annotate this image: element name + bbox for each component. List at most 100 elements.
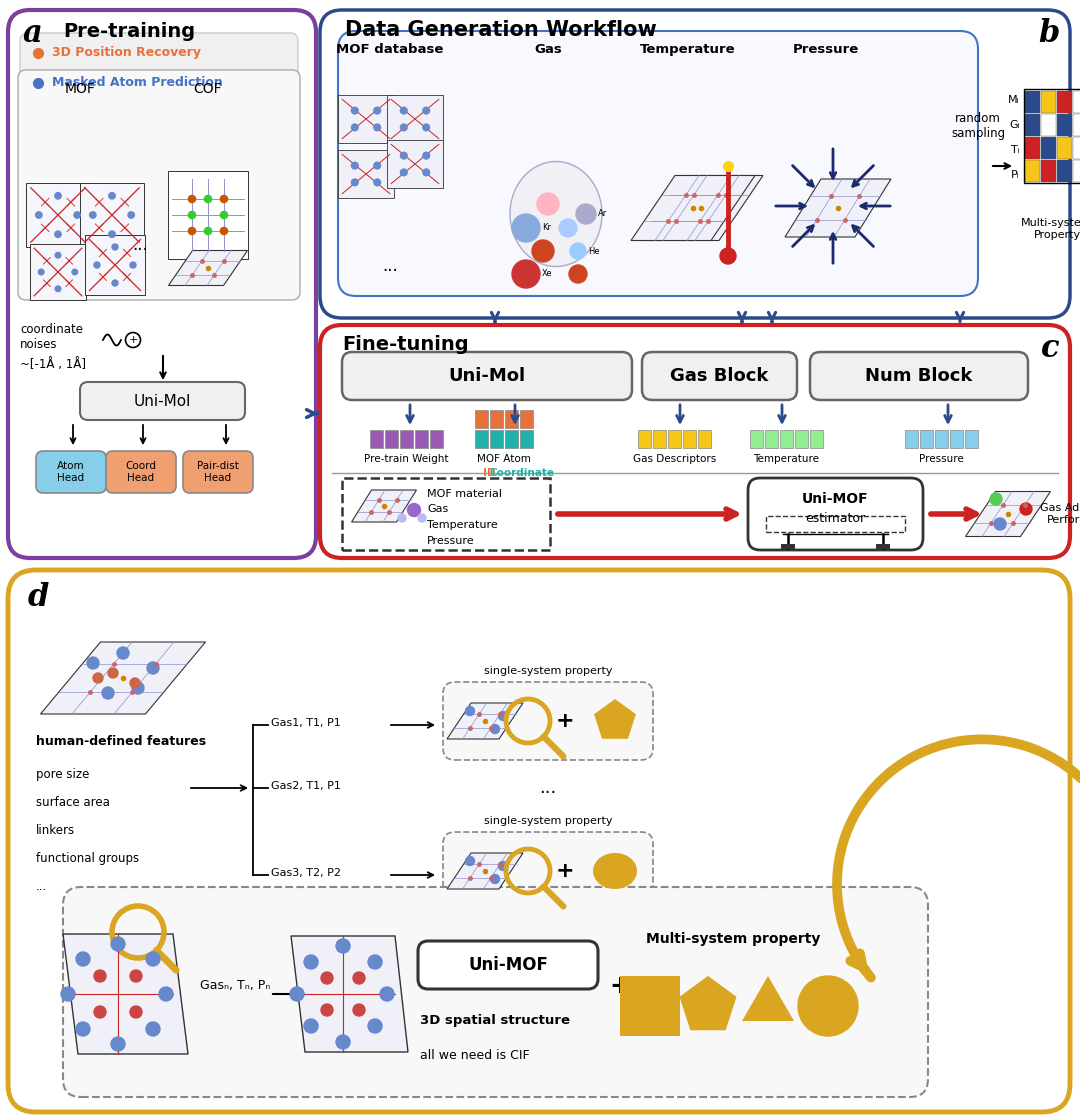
Text: Gᵢ: Gᵢ bbox=[1010, 120, 1020, 130]
Circle shape bbox=[94, 262, 100, 268]
Circle shape bbox=[374, 162, 380, 169]
Text: Multi-system
Property: Multi-system Property bbox=[1022, 218, 1080, 240]
Text: 3D spatial structure: 3D spatial structure bbox=[420, 1014, 570, 1027]
Text: 3D Position Recovery: 3D Position Recovery bbox=[52, 47, 201, 59]
Bar bbox=[810, 430, 823, 448]
Circle shape bbox=[39, 269, 44, 274]
Circle shape bbox=[55, 286, 60, 291]
Bar bbox=[505, 410, 518, 428]
Bar bbox=[415, 430, 428, 448]
Text: MOF: MOF bbox=[65, 82, 95, 96]
Circle shape bbox=[90, 212, 96, 218]
Bar bbox=[338, 150, 394, 198]
Bar bbox=[338, 95, 394, 142]
Text: Xe: Xe bbox=[542, 270, 553, 279]
FancyBboxPatch shape bbox=[338, 31, 978, 296]
Text: a: a bbox=[23, 18, 43, 49]
Polygon shape bbox=[291, 936, 408, 1052]
Circle shape bbox=[55, 252, 60, 258]
Text: pore size: pore size bbox=[36, 768, 90, 781]
Bar bbox=[387, 140, 443, 188]
Bar bbox=[1074, 137, 1080, 159]
Ellipse shape bbox=[510, 161, 602, 267]
Circle shape bbox=[75, 212, 80, 218]
Circle shape bbox=[204, 227, 212, 234]
Circle shape bbox=[490, 725, 499, 734]
Circle shape bbox=[570, 243, 586, 259]
FancyBboxPatch shape bbox=[443, 832, 653, 909]
Bar bbox=[505, 430, 518, 448]
Bar bbox=[1057, 160, 1072, 181]
Text: +: + bbox=[556, 711, 575, 731]
Bar bbox=[430, 430, 443, 448]
Bar bbox=[1041, 137, 1056, 159]
Bar bbox=[168, 171, 248, 259]
Circle shape bbox=[368, 1019, 382, 1033]
Text: single-system property: single-system property bbox=[484, 666, 612, 676]
FancyBboxPatch shape bbox=[36, 451, 106, 493]
Circle shape bbox=[374, 124, 380, 131]
Circle shape bbox=[353, 1004, 365, 1016]
Text: He: He bbox=[588, 246, 599, 255]
Circle shape bbox=[102, 687, 114, 699]
Circle shape bbox=[401, 124, 407, 131]
Circle shape bbox=[109, 193, 116, 199]
Circle shape bbox=[36, 212, 42, 218]
Circle shape bbox=[559, 220, 577, 237]
Bar bbox=[400, 430, 413, 448]
Text: Atom
Head: Atom Head bbox=[57, 461, 85, 483]
Circle shape bbox=[76, 952, 90, 965]
Circle shape bbox=[111, 937, 125, 951]
Text: human-defined features: human-defined features bbox=[36, 735, 206, 748]
Circle shape bbox=[55, 231, 62, 237]
Circle shape bbox=[353, 972, 365, 984]
Text: ...: ... bbox=[539, 780, 556, 797]
Bar bbox=[342, 478, 550, 550]
Circle shape bbox=[291, 987, 303, 1001]
Circle shape bbox=[72, 269, 78, 274]
Bar bbox=[1074, 114, 1080, 136]
Bar bbox=[30, 244, 86, 300]
Polygon shape bbox=[351, 489, 417, 522]
Text: Mᵢ: Mᵢ bbox=[1009, 95, 1020, 105]
Bar bbox=[85, 235, 145, 295]
Circle shape bbox=[380, 987, 394, 1001]
Bar bbox=[1074, 160, 1080, 181]
FancyBboxPatch shape bbox=[342, 352, 632, 400]
Bar bbox=[384, 430, 399, 448]
FancyBboxPatch shape bbox=[21, 32, 298, 105]
Circle shape bbox=[532, 240, 554, 262]
Text: Pᵢ: Pᵢ bbox=[1011, 170, 1020, 180]
Polygon shape bbox=[447, 853, 523, 889]
Text: Pressure: Pressure bbox=[793, 43, 859, 56]
Polygon shape bbox=[742, 976, 794, 1021]
FancyBboxPatch shape bbox=[418, 941, 598, 989]
Text: ...: ... bbox=[132, 236, 148, 254]
Circle shape bbox=[146, 1021, 160, 1036]
Circle shape bbox=[399, 514, 406, 522]
Text: d: d bbox=[28, 582, 50, 613]
Text: Gas: Gas bbox=[535, 43, 562, 56]
Circle shape bbox=[130, 1006, 141, 1018]
Bar bbox=[1025, 160, 1040, 181]
Text: MOF material: MOF material bbox=[427, 489, 502, 500]
Bar bbox=[26, 183, 90, 248]
Text: Uni-Mol: Uni-Mol bbox=[448, 367, 526, 385]
Circle shape bbox=[130, 678, 140, 688]
Text: Gas Block: Gas Block bbox=[671, 367, 769, 385]
Circle shape bbox=[87, 657, 99, 669]
Text: MOF database: MOF database bbox=[336, 43, 444, 56]
Text: Fine-tuning: Fine-tuning bbox=[342, 335, 469, 354]
Polygon shape bbox=[966, 492, 1051, 536]
Circle shape bbox=[336, 1035, 350, 1049]
Circle shape bbox=[220, 195, 228, 203]
Text: Tᵢ: Tᵢ bbox=[1011, 144, 1020, 155]
Circle shape bbox=[798, 976, 858, 1036]
Circle shape bbox=[537, 193, 559, 215]
Circle shape bbox=[303, 955, 318, 969]
Circle shape bbox=[159, 987, 173, 1001]
Circle shape bbox=[401, 108, 407, 114]
Circle shape bbox=[351, 179, 359, 186]
Text: all we need is CIF: all we need is CIF bbox=[420, 1049, 529, 1062]
FancyBboxPatch shape bbox=[106, 451, 176, 493]
